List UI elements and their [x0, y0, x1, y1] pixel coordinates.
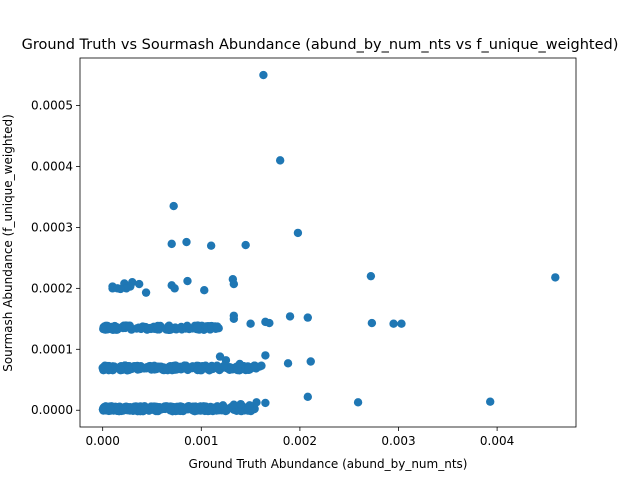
data-point — [172, 361, 181, 371]
data-point — [366, 271, 376, 281]
data-point — [153, 405, 162, 414]
y-tick-label: 0.0001 — [31, 342, 73, 356]
data-point — [218, 401, 228, 410]
data-point — [261, 398, 270, 408]
data-point — [245, 401, 254, 410]
data-point — [397, 319, 406, 328]
y-tick-label: 0.0004 — [31, 159, 73, 173]
data-point — [105, 404, 115, 413]
data-point — [154, 362, 164, 372]
y-ticks: 0.0000 0.0001 0.0002 0.0003 0.0004 0.0005 — [31, 99, 80, 417]
data-point — [293, 228, 303, 238]
data-point — [140, 405, 149, 414]
data-point — [200, 285, 209, 295]
data-point — [144, 324, 153, 333]
data-point — [99, 324, 108, 334]
y-tick-label: 0.0003 — [31, 220, 73, 234]
data-point — [261, 351, 270, 360]
x-axis-label: Ground Truth Abundance (abund_by_num_nts… — [189, 457, 468, 471]
x-tick-label: 0.004 — [480, 434, 514, 448]
data-point — [166, 406, 175, 415]
data-point — [246, 319, 255, 328]
data-point — [205, 364, 214, 374]
data-point — [119, 405, 128, 414]
data-point — [259, 70, 268, 80]
data-point — [142, 363, 151, 372]
data-point — [182, 363, 191, 373]
data-point — [132, 362, 141, 371]
x-tick-label: 0.002 — [283, 434, 317, 448]
data-point — [116, 365, 125, 374]
x-tick-label: 0.003 — [381, 434, 415, 448]
y-tick-label: 0.0002 — [31, 281, 73, 295]
y-tick-label: 0.0005 — [31, 99, 73, 113]
data-point — [165, 325, 174, 334]
data-point — [353, 398, 363, 407]
data-point — [252, 398, 261, 407]
data-point — [182, 237, 191, 247]
data-point — [103, 365, 113, 374]
data-point — [116, 284, 125, 294]
data-point — [206, 241, 216, 250]
data-point — [389, 319, 398, 328]
x-ticks: 0.000 0.001 0.002 0.003 0.004 — [86, 427, 514, 448]
data-point — [205, 406, 214, 416]
data-point — [183, 276, 192, 286]
data-point — [229, 279, 239, 289]
data-point — [215, 352, 225, 361]
data-point — [275, 156, 285, 165]
data-point — [241, 240, 250, 250]
data-point — [192, 323, 202, 333]
data-point — [235, 359, 244, 369]
x-tick-label: 0.000 — [86, 434, 120, 448]
data-point — [124, 365, 133, 374]
data-point — [551, 273, 560, 282]
data-point — [303, 313, 312, 322]
data-point — [257, 361, 266, 370]
data-point — [367, 318, 377, 328]
y-tick-label: 0.0000 — [31, 403, 73, 417]
data-point — [283, 359, 293, 368]
data-point — [285, 312, 295, 321]
data-point — [134, 323, 143, 332]
data-point — [236, 399, 245, 409]
data-point — [196, 365, 205, 375]
data-point — [179, 404, 189, 414]
y-axis-label: Sourmash Abundance (f_unique_weighted) — [1, 114, 15, 372]
data-point — [265, 318, 274, 328]
data-point — [125, 321, 134, 330]
data-point — [229, 314, 239, 324]
chart-title: Ground Truth vs Sourmash Abundance (abun… — [22, 37, 619, 53]
data-point — [170, 284, 179, 293]
axes-frame — [79, 57, 577, 428]
data-point — [110, 323, 119, 333]
data-point — [196, 402, 205, 411]
data-point — [229, 400, 239, 409]
data-point — [128, 404, 137, 413]
data-point — [167, 239, 176, 249]
data-point — [486, 397, 495, 406]
points-layer — [98, 70, 560, 416]
data-point — [141, 288, 151, 297]
data-point — [134, 279, 144, 289]
data-point — [153, 321, 163, 331]
data-point — [174, 324, 183, 333]
data-point — [169, 201, 178, 211]
data-point — [213, 322, 222, 331]
data-point — [306, 357, 315, 366]
data-point — [250, 361, 259, 370]
data-point — [98, 405, 108, 414]
data-point — [303, 392, 312, 402]
x-tick-label: 0.001 — [184, 434, 218, 448]
